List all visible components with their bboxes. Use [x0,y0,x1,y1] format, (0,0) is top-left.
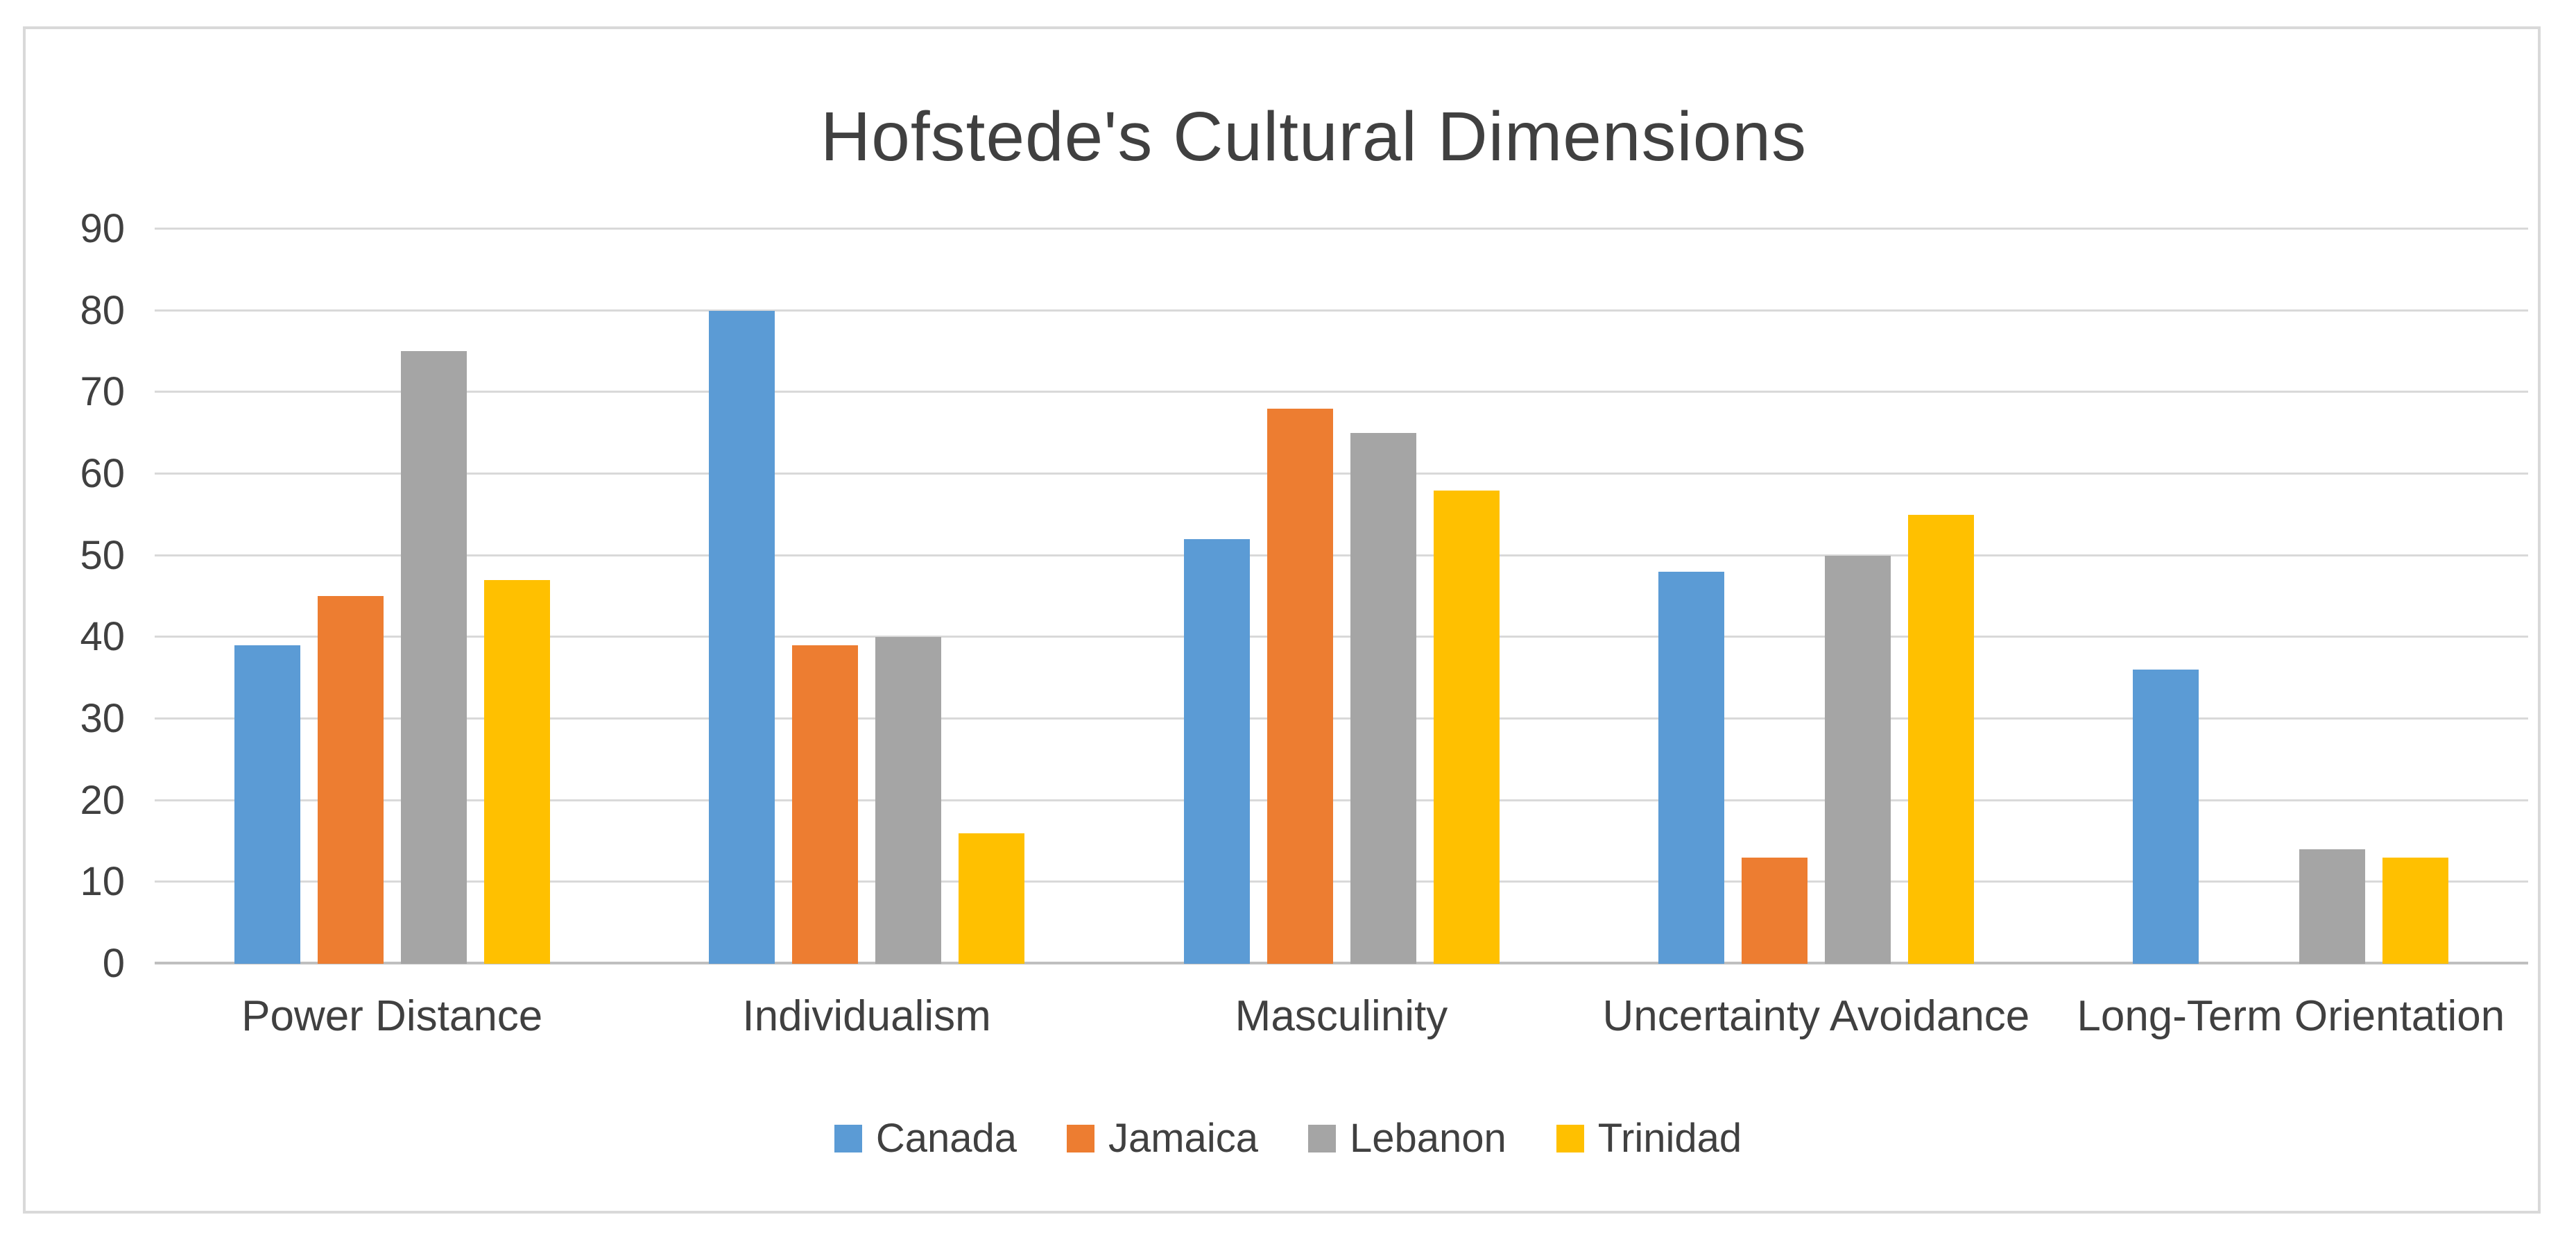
gridline [155,554,2528,556]
y-axis-tick-label: 80 [80,287,125,333]
gridline [155,799,2528,801]
bar-jamaica-0 [318,596,384,964]
legend-swatch-icon [1556,1125,1584,1152]
gridline [155,391,2528,393]
bar-lebanon-4 [2299,849,2365,964]
x-axis-category-label: Uncertainty Avoidance [1602,992,2030,1040]
bar-trinidad-2 [1434,491,1500,964]
legend-item-lebanon: Lebanon [1307,1116,1506,1161]
bar-lebanon-1 [875,637,941,964]
plot-area [155,228,2528,964]
x-axis-category-label: Power Distance [241,992,543,1040]
legend-swatch-icon [1307,1125,1336,1152]
y-axis-tick-label: 60 [80,451,125,496]
y-axis-tick-label: 50 [80,532,125,578]
legend-swatch-icon [834,1125,862,1152]
y-axis-tick-label: 70 [80,369,125,415]
gridline [155,881,2528,883]
bar-trinidad-3 [1908,515,1974,964]
bar-canada-2 [1184,539,1250,964]
legend-item-trinidad: Trinidad [1556,1116,1742,1161]
legend-label: Jamaica [1108,1116,1258,1161]
legend-label: Lebanon [1349,1116,1506,1161]
gridline [155,473,2528,475]
bar-trinidad-0 [484,580,550,964]
bar-jamaica-3 [1742,858,1808,964]
x-axis-line [155,962,2528,964]
gridline [155,309,2528,312]
y-axis-tick-label: 0 [102,941,125,986]
y-axis-tick-label: 10 [80,859,125,905]
bar-canada-4 [2133,670,2199,964]
gridline [155,228,2528,230]
y-axis-tick-label: 20 [80,777,125,823]
bar-jamaica-2 [1267,409,1333,964]
legend-item-canada: Canada [834,1116,1017,1161]
bar-lebanon-0 [401,351,467,964]
y-axis-tick-label: 90 [80,206,125,251]
bar-canada-3 [1658,572,1724,964]
x-axis-category-label: Long-Term Orientation [2077,992,2505,1040]
bar-trinidad-1 [959,833,1024,964]
x-axis-category-label: Masculinity [1235,992,1448,1040]
y-axis-tick-label: 40 [80,614,125,660]
legend-label: Canada [875,1116,1017,1161]
legend-item-jamaica: Jamaica [1066,1116,1258,1161]
bar-canada-0 [234,645,300,964]
bar-jamaica-1 [792,645,858,964]
bar-trinidad-4 [2382,858,2448,964]
y-axis: 0 10 20 30 40 50 60 70 80 90 [21,209,125,984]
bar-lebanon-3 [1825,556,1891,964]
bar-lebanon-2 [1350,433,1416,964]
legend-label: Trinidad [1597,1116,1742,1161]
bar-canada-1 [709,311,775,964]
legend-swatch-icon [1066,1125,1094,1152]
x-axis-category-label: Individualism [742,992,991,1040]
y-axis-tick-label: 30 [80,696,125,741]
gridline [155,636,2528,638]
chart-title: Hofstede's Cultural Dimensions [821,98,1807,176]
x-axis: Power Distance Individualism Masculinity Un… [155,985,2528,1055]
legend: Canada Jamaica Lebanon Trinidad [0,1107,2576,1170]
gridline [155,717,2528,720]
